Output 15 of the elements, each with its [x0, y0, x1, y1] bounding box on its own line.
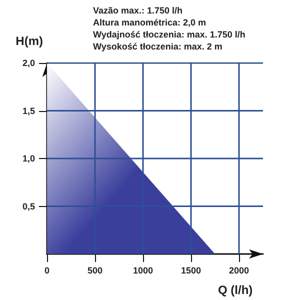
text: Wysokość tłoczenia: max. 2 m: [93, 42, 222, 52]
text: Wydajność tłoczenia: max. 1.750 l/h: [93, 30, 246, 40]
x-tick-label: 1500: [180, 266, 202, 276]
x-tick-label: 0: [44, 266, 50, 276]
x-tick-label: 500: [87, 266, 103, 276]
y-axis-title: H(m): [16, 34, 44, 48]
y-tick-label: 1,0: [22, 154, 35, 164]
y-tick-label: 0,5: [22, 201, 35, 212]
x-tick-label: 2000: [228, 266, 250, 276]
y-tick-label: 2,0: [22, 58, 35, 68]
y-tick-label: 1,5: [22, 106, 35, 116]
x-tick-label: 1000: [132, 266, 154, 276]
x-axis-title: Q (l/h): [218, 283, 253, 297]
text: Altura manométrica: 2,0 m: [93, 18, 206, 28]
text: Vazão max.: 1.750 l/h: [93, 6, 183, 16]
